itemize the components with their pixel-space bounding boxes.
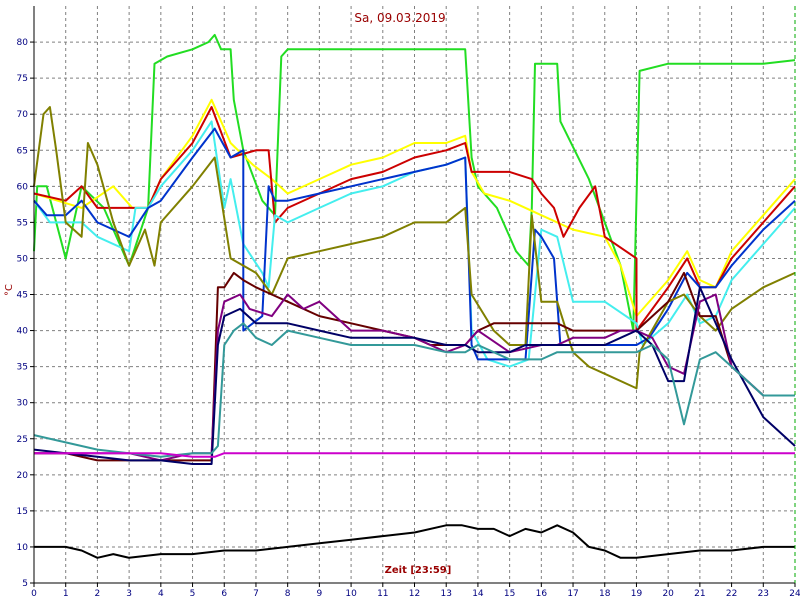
x-tick-label: 13 [440, 589, 451, 599]
y-tick-label: 30 [17, 399, 29, 409]
series-line-6 [33, 106, 796, 390]
x-tick-label: 6 [221, 589, 227, 599]
x-tick-label: 8 [285, 589, 291, 599]
y-tick-label: 10 [17, 543, 29, 553]
series-layer [33, 33, 796, 559]
x-tick-label: 12 [409, 589, 420, 599]
y-tick-label: 70 [17, 110, 29, 120]
x-axis-label: Zeit [23:59] [385, 565, 452, 576]
y-tick-label: 50 [17, 254, 29, 264]
grid [34, 6, 795, 583]
y-tick-label: 65 [17, 146, 28, 156]
tick-labels: 0 1 2 3 4 5 6 7 8 9 10 11 12 13 14 15 16 17 18 19 20 21 22 23 24… [17, 38, 800, 599]
y-tick-label: 15 [17, 507, 28, 517]
x-tick-label: 17 [567, 589, 578, 599]
x-tick-label: 24 [789, 589, 800, 599]
x-tick-label: 20 [662, 589, 674, 599]
x-tick-label: 14 [472, 589, 484, 599]
y-tick-label: 60 [17, 182, 29, 192]
series-line-2 [33, 98, 796, 318]
y-tick-label: 20 [17, 471, 29, 481]
x-tick-label: 22 [726, 589, 737, 599]
y-tick-label: 55 [17, 218, 28, 228]
x-tick-label: 11 [377, 589, 388, 599]
y-tick-label: 40 [17, 327, 29, 337]
x-tick-label: 19 [631, 589, 643, 599]
chart-title: Sa, 09.03.2019 [354, 11, 445, 25]
x-tick-label: 7 [253, 589, 259, 599]
y-tick-label: 75 [17, 74, 28, 84]
x-tick-label: 21 [694, 589, 705, 599]
x-tick-label: 5 [190, 589, 196, 599]
series-line-3 [33, 106, 796, 332]
y-axis-label: °C [4, 284, 15, 296]
x-tick-label: 0 [31, 589, 37, 599]
x-tick-label: 23 [758, 589, 769, 599]
y-tick-label: 35 [17, 363, 28, 373]
x-tick-label: 9 [317, 589, 323, 599]
series-line-11 [34, 452, 795, 458]
y-tick-label: 80 [17, 38, 29, 48]
x-tick-label: 1 [63, 589, 69, 599]
y-tick-label: 25 [17, 435, 28, 445]
series-line-5 [33, 127, 796, 361]
y-tick-label: 5 [22, 579, 28, 589]
x-tick-label: 15 [504, 589, 515, 599]
series-line-10 [33, 322, 795, 458]
axes [30, 6, 796, 587]
x-tick-label: 18 [599, 589, 611, 599]
x-tick-label: 4 [158, 589, 164, 599]
x-tick-label: 10 [345, 589, 357, 599]
x-tick-label: 16 [536, 589, 548, 599]
x-tick-label: 2 [95, 589, 101, 599]
x-tick-label: 3 [126, 589, 132, 599]
series-line-1 [33, 33, 796, 332]
series-line-12 [34, 524, 795, 559]
y-tick-label: 45 [17, 291, 28, 301]
